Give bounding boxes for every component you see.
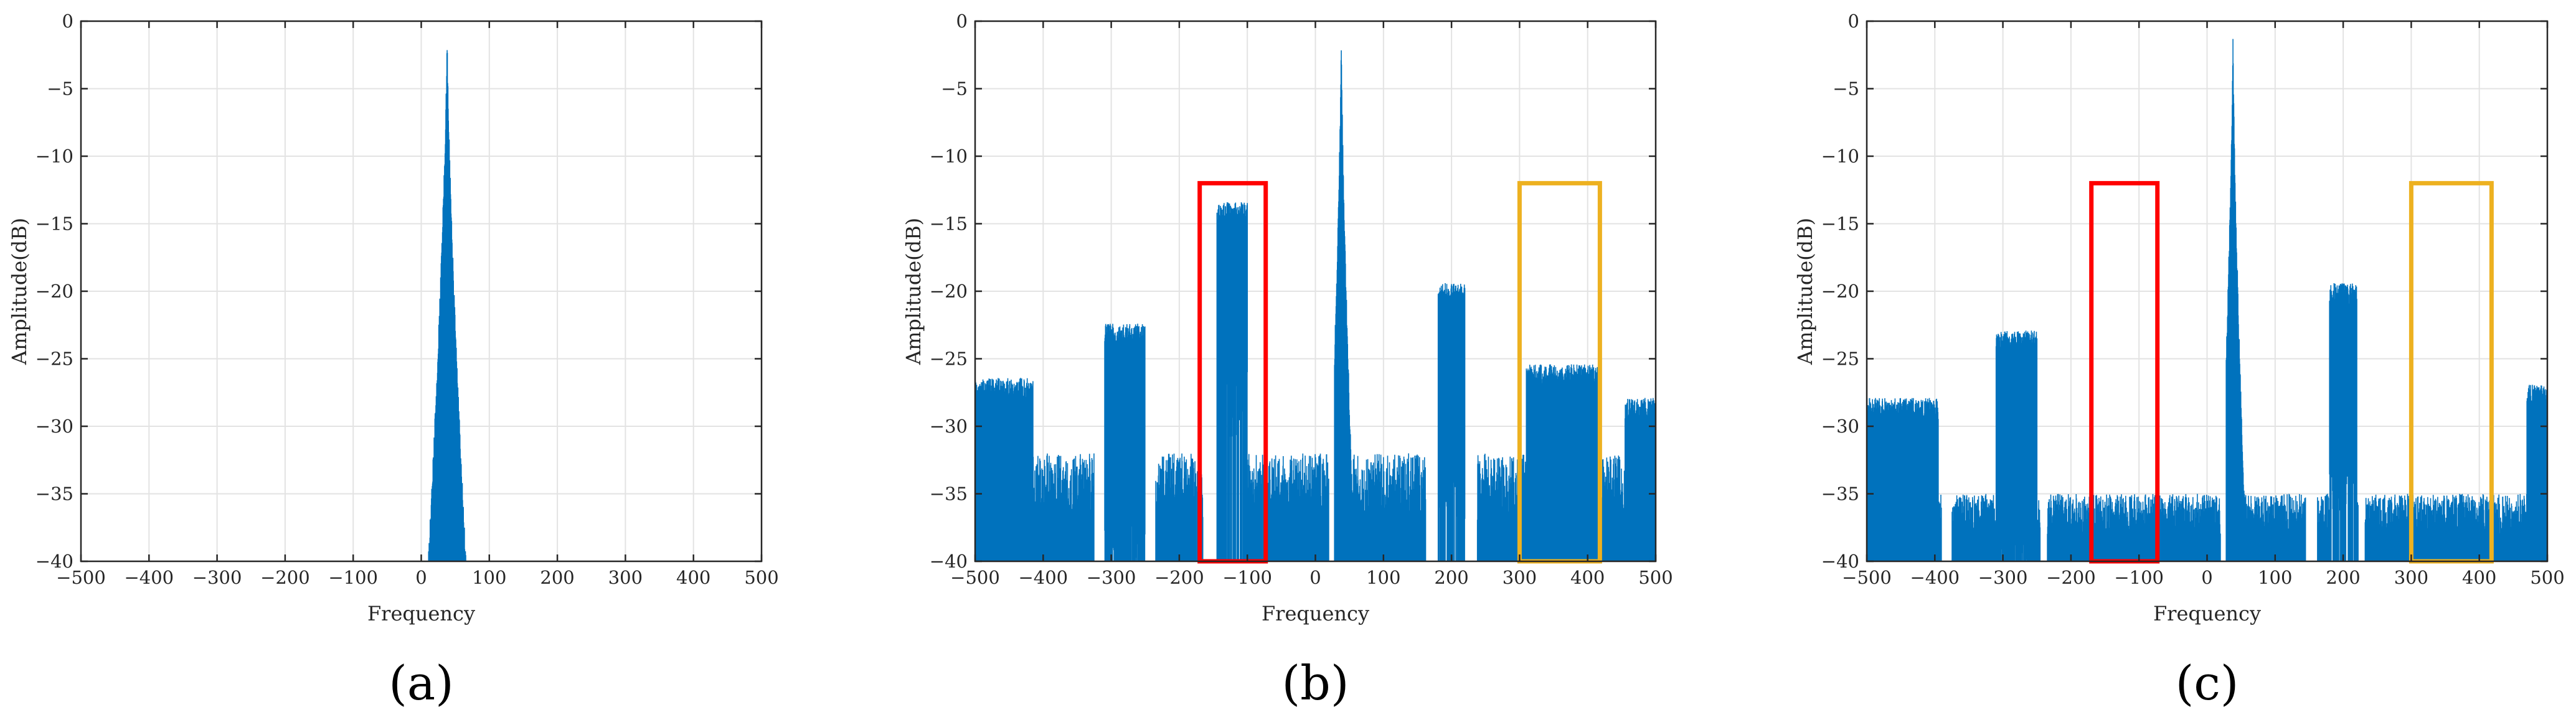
x-tick-label: 200 (2326, 567, 2360, 588)
y-tick-label: −10 (930, 146, 968, 167)
chart-panel-a: −500 −400 −300 −200 −100 0 100 200 300 400 500 0−5… (7, 11, 779, 711)
grid (80, 21, 762, 562)
y-tick-label: −15 (1821, 213, 1859, 235)
y-tick-label: 0 (62, 11, 73, 32)
x-tick-label: −400 (1910, 567, 1960, 588)
y-tick-label: −30 (930, 416, 968, 437)
y-tick-label: −25 (35, 348, 73, 370)
x-tick-label: −300 (1978, 567, 2028, 588)
y-tick-label: −15 (35, 213, 73, 235)
x-tick-label: 300 (2394, 567, 2428, 588)
x-tick-label: 300 (1503, 567, 1537, 588)
x-axis-label: Frequency (1262, 602, 1369, 625)
y-tick-label: −25 (930, 348, 968, 370)
x-tick-label: 400 (676, 567, 710, 588)
panel-label: (a) (389, 655, 454, 711)
y-tick-label: −30 (1821, 416, 1859, 437)
x-axis-label: Frequency (2153, 602, 2261, 625)
spectrum-line (428, 50, 466, 561)
y-tick-label: −40 (1821, 551, 1859, 572)
x-tick-label: −200 (1154, 567, 1204, 588)
y-tick-label: −35 (1821, 484, 1859, 505)
panel-label: (b) (1282, 655, 1349, 711)
y-tick-label: −25 (1821, 348, 1859, 370)
y-tick-label: −20 (930, 281, 968, 302)
x-tick-label: −400 (1018, 567, 1068, 588)
y-tick-label: −15 (930, 213, 968, 235)
y-tick-label: −35 (930, 484, 968, 505)
y-tick-label: −20 (35, 281, 73, 302)
x-tick-label: 400 (1570, 567, 1605, 588)
y-tick-label: −40 (930, 551, 968, 572)
grid (1866, 21, 2548, 562)
x-ticks: −500 −400 −300 −200 −100 0 100 200 300 400 500 (950, 21, 1673, 588)
y-tick-label: −10 (1821, 146, 1859, 167)
y-tick-label: 0 (1848, 11, 1859, 32)
y-tick-label: −5 (941, 78, 968, 100)
y-tick-label: −40 (35, 551, 73, 572)
y-tick-label: 0 (956, 11, 968, 32)
x-tick-label: 0 (415, 567, 427, 588)
y-axis-label: Amplitude(dB) (1793, 218, 1817, 365)
y-tick-label: −10 (35, 146, 73, 167)
panel-label: (c) (2176, 655, 2239, 711)
x-tick-label: 400 (2462, 567, 2496, 588)
x-tick-label: 100 (472, 567, 506, 588)
x-tick-label: 500 (2530, 567, 2564, 588)
x-tick-label: −100 (2114, 567, 2164, 588)
x-tick-label: −500 (1842, 567, 1892, 588)
y-tick-label: −35 (35, 484, 73, 505)
y-tick-label: −5 (1833, 78, 1859, 100)
x-axis-label: Frequency (367, 602, 475, 625)
chart-panel-b: −500 −400 −300 −200 −100 0 100 200 300 400 500 0−5… (902, 11, 1673, 711)
x-tick-label: −300 (1087, 567, 1136, 588)
x-tick-label: −100 (1222, 567, 1272, 588)
x-tick-label: −100 (328, 567, 378, 588)
y-tick-label: −5 (47, 78, 73, 100)
y-ticks: 0 −5 −10 −15 −20 −25 −30 −35 −40 (1821, 11, 2547, 572)
x-tick-label: −500 (56, 567, 106, 588)
y-axis-label: Amplitude(dB) (7, 218, 31, 365)
x-tick-label: −200 (260, 567, 310, 588)
x-tick-label: 500 (1638, 567, 1673, 588)
x-tick-label: 500 (744, 567, 778, 588)
x-tick-label: −400 (124, 567, 174, 588)
x-tick-label: 200 (1434, 567, 1468, 588)
y-tick-label: −20 (1821, 281, 1859, 302)
x-tick-label: 200 (540, 567, 574, 588)
x-tick-label: −300 (192, 567, 242, 588)
y-tick-label: −30 (35, 416, 73, 437)
x-tick-label: 100 (1366, 567, 1400, 588)
spectrum-trace (428, 50, 466, 561)
x-tick-label: −500 (950, 567, 1000, 588)
x-tick-label: 0 (1309, 567, 1321, 588)
chart-panel-c: −500 −400 −300 −200 −100 0 100 200 300 400 500 0−5… (1793, 11, 2565, 711)
y-ticks: 0 −5 −10 −15 −20 −25 −30 −35 −40 (35, 11, 762, 572)
x-tick-label: 100 (2258, 567, 2292, 588)
x-tick-label: 300 (608, 567, 643, 588)
x-tick-label: 0 (2201, 567, 2212, 588)
y-ticks: 0 −5 −10 −15 −20 −25 −30 −35 −40 (930, 11, 1656, 572)
x-ticks: −500 −400 −300 −200 −100 0 100 200 300 400 500 (56, 21, 779, 588)
x-tick-label: −200 (2046, 567, 2096, 588)
y-axis-label: Amplitude(dB) (902, 218, 925, 365)
x-ticks: −500 −400 −300 −200 −100 0 100 200 300 400 500 (1842, 21, 2565, 588)
